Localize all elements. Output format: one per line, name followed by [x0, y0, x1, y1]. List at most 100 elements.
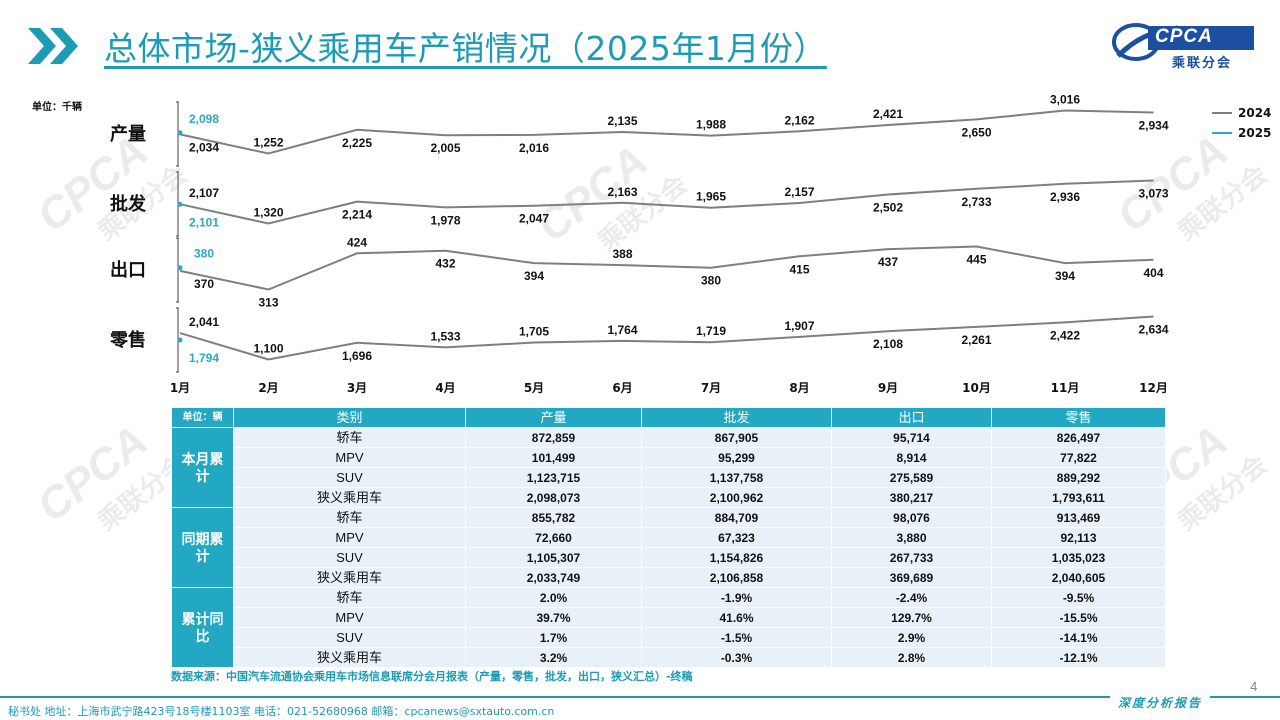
series-2024-line [179, 245, 1154, 291]
category-cell: 轿车 [233, 587, 466, 608]
data-label-2024: 2,162 [784, 113, 814, 127]
value-cell: 1,793,611 [991, 487, 1166, 508]
data-label-2024: 388 [612, 247, 632, 261]
data-label-2024: 1,978 [430, 213, 460, 227]
data-label-2024: 1,320 [253, 206, 283, 220]
data-label-2024: 1,764 [607, 323, 637, 337]
data-label-2024: 2,225 [342, 136, 372, 150]
panel-axis [176, 237, 179, 303]
table-row: MPV 72,660 67,323 3,880 92,113 [172, 527, 1166, 548]
series-2025-point [177, 201, 183, 207]
data-label-2024: 2,047 [519, 212, 549, 226]
data-label-2024: 1,719 [696, 324, 726, 338]
data-label-2024: 1,533 [430, 329, 460, 343]
data-label-2024: 1,100 [253, 342, 283, 356]
footer-contact: 秘书处 地址：上海市武宁路423号18号楼1103室 电话：021-526809… [8, 705, 555, 718]
series-2024-line [179, 315, 1154, 361]
data-label-2024: 415 [789, 262, 809, 276]
value-cell: 380,217 [831, 487, 992, 508]
watermark-logo: CPCA 乘联分会 [28, 416, 193, 537]
footer-brand: 深度分析报告 [1110, 694, 1211, 711]
category-cell: 狭义乘用车 [233, 567, 466, 588]
data-label-2024: 2,016 [519, 141, 549, 155]
value-cell: 98,076 [831, 507, 992, 528]
page-title: 总体市场-狭义乘用车产销情况（2025年1月份） [104, 29, 827, 68]
table-row: SUV 1.7% -1.5% 2.9% -14.1% [172, 627, 1166, 648]
data-label-2024: 432 [435, 257, 455, 271]
value-cell: 1.7% [465, 627, 642, 648]
table-row: 本月累计 轿车 872,859 867,905 95,714 826,497 [171, 427, 1166, 508]
x-tick-label: 3月 [347, 381, 367, 395]
category-cell: 狭义乘用车 [233, 647, 466, 668]
data-label-2024: 2,421 [873, 107, 903, 121]
x-tick-label: 8月 [789, 381, 809, 395]
x-tick-label: 11月 [1051, 381, 1080, 395]
data-label-2024: 3,016 [1050, 92, 1080, 106]
column-header: 产量 [465, 407, 642, 428]
value-cell: 77,822 [991, 447, 1166, 468]
value-cell: 1,137,758 [641, 467, 832, 488]
value-cell: -12.1% [991, 647, 1166, 668]
series-2025-point [177, 265, 183, 271]
value-cell: 369,689 [831, 567, 992, 588]
panel-label: 产量 [110, 123, 146, 145]
value-cell: 2,106,858 [641, 567, 832, 588]
cpca-logo-icon [1112, 23, 1254, 61]
x-tick-label: 6月 [612, 381, 632, 395]
series-2025-point [177, 130, 183, 136]
data-label-2024: 370 [194, 277, 214, 291]
data-label-2024: 404 [1143, 266, 1163, 280]
value-cell: 2.9% [831, 627, 992, 648]
panel-label: 批发 [110, 193, 147, 215]
value-cell: 101,499 [465, 447, 642, 468]
x-tick-label: 10月 [962, 381, 991, 395]
value-cell: 95,714 [831, 427, 992, 448]
category-cell: SUV [233, 547, 466, 568]
data-label-2024: 2,733 [961, 195, 991, 209]
category-cell: SUV [233, 467, 466, 488]
data-label-2025: 1,794 [189, 351, 219, 365]
footer-divider [0, 696, 1280, 698]
logo-subtitle: 乘联分会 [1172, 56, 1233, 71]
series-2025-point [177, 337, 183, 343]
series-2024-line [179, 109, 1154, 155]
page-number: 4 [1250, 680, 1258, 694]
data-label-2024: 1,988 [696, 118, 726, 132]
data-label-2024: 2,936 [1050, 190, 1080, 204]
data-label-2024: 2,502 [873, 200, 903, 214]
table-unit-label: 单位：辆 [171, 407, 234, 428]
data-label-2024: 1,696 [342, 349, 372, 363]
unit-label: 单位：千辆 [32, 100, 82, 113]
value-cell: -0.3% [641, 647, 832, 668]
table-row: 狭义乘用车 2,098,073 2,100,962 380,217 1,793,611 [172, 487, 1166, 508]
value-cell: 8,914 [831, 447, 992, 468]
data-label-2024: 394 [524, 269, 544, 283]
data-label-2024: 2,005 [430, 141, 460, 155]
x-tick-label: 1月 [170, 381, 190, 395]
data-label-2024: 2,034 [189, 140, 219, 154]
value-cell: 72,660 [465, 527, 642, 548]
value-cell: 92,113 [991, 527, 1166, 548]
table-row: 同期累计 轿车 855,782 884,709 98,076 913,469 [171, 507, 1166, 588]
data-label-2024: 1,907 [784, 319, 814, 333]
category-cell: MPV [233, 607, 466, 628]
data-label-2025: 2,098 [189, 112, 219, 126]
row-group-label: 同期累计 [171, 507, 234, 588]
category-cell: MPV [233, 447, 466, 468]
series-2024-line [179, 179, 1154, 225]
data-label-2024: 2,107 [189, 186, 219, 200]
table-row: SUV 1,123,715 1,137,758 275,589 889,292 [172, 467, 1166, 488]
table-row: 狭义乘用车 3.2% -0.3% 2.8% -12.1% [172, 647, 1166, 668]
data-label-2024: 445 [966, 252, 986, 266]
data-label-2024: 2,135 [607, 114, 637, 128]
data-label-2024: 380 [701, 274, 721, 288]
value-cell: 275,589 [831, 467, 992, 488]
value-cell: 2,033,749 [465, 567, 642, 588]
summary-table: 单位：辆 类别 产量 批发 出口 零售 本月累计 轿车 872,859 867,905… [171, 407, 1166, 668]
value-cell: 1,105,307 [465, 547, 642, 568]
data-label-2024: 1,965 [696, 190, 726, 204]
data-label-2024: 424 [347, 235, 367, 249]
data-label-2024: 313 [258, 296, 278, 310]
category-cell: MPV [233, 527, 466, 548]
